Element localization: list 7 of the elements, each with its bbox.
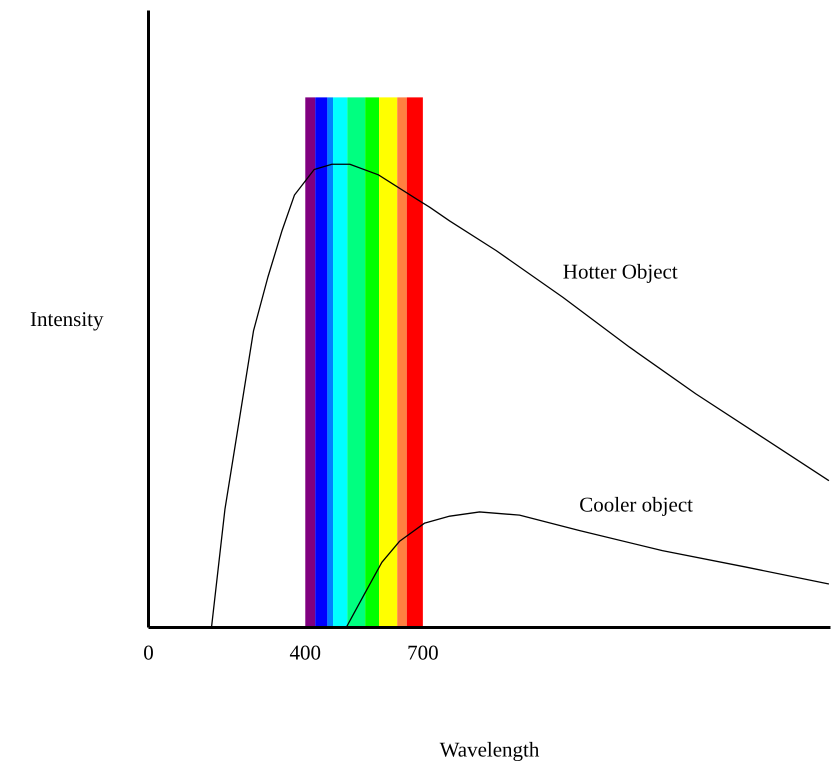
x-tick-label: 400 (290, 640, 322, 664)
x-tick-label: 0 (143, 640, 154, 664)
x-axis-title: Wavelength (440, 738, 540, 762)
series-label: Hotter Object (562, 259, 678, 284)
x-tick-label: 700 (407, 640, 439, 664)
y-axis-title: Intensity (30, 307, 104, 331)
series-label: Cooler object (579, 492, 694, 516)
